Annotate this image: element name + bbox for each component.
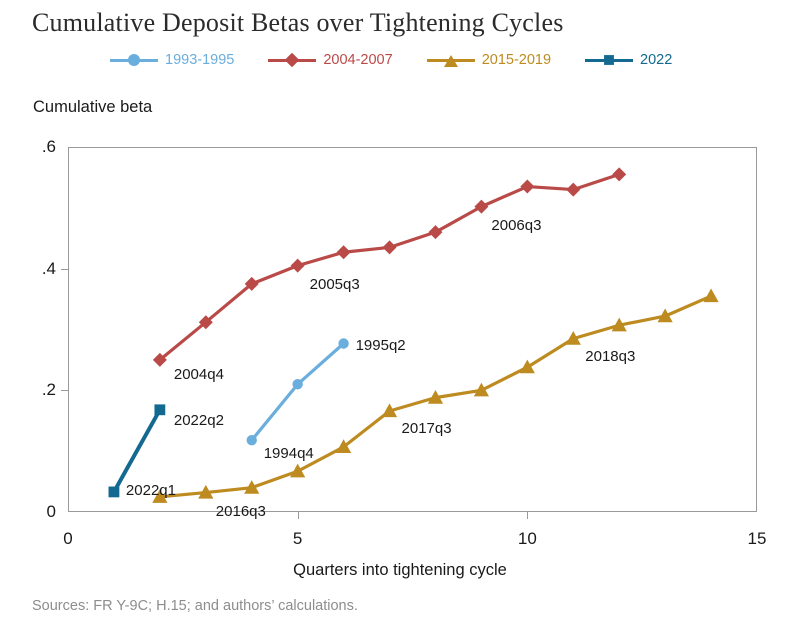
y-axis-label: Cumulative beta (33, 98, 153, 116)
legend-swatch-triangle-icon (426, 53, 475, 67)
legend-label: 1993-1995 (165, 52, 235, 68)
legend-item-2004-2007[interactable]: 2004-2007 (268, 52, 393, 68)
point-annotation: 1995q2 (355, 337, 406, 355)
point-annotation: 2004q4 (173, 365, 224, 383)
y-tick-mark (61, 268, 68, 270)
x-tick-mark (297, 512, 299, 519)
x-axis-label: Quarters into tightening cycle (293, 561, 507, 579)
point-annotation: 2006q3 (491, 216, 542, 234)
legend-swatch-diamond-icon (268, 52, 317, 68)
y-tick-label: .4 (41, 258, 56, 278)
chart-legend: 1993-1995 2004-2007 2015-2019 2022 (110, 52, 672, 68)
source-note: Sources: FR Y-9C; H.15; and authors’ cal… (32, 598, 358, 614)
x-tick-label: 0 (63, 529, 73, 548)
point-annotation: 2018q3 (585, 347, 636, 365)
point-annotation: 1994q4 (263, 445, 314, 463)
x-tick-mark (527, 512, 529, 519)
y-tick-label: .2 (41, 380, 56, 400)
x-tick-label: 15 (747, 529, 767, 548)
legend-label: 2015-2019 (481, 52, 552, 68)
point-annotation: 2016q3 (215, 502, 266, 520)
legend-swatch-circle-icon (110, 53, 158, 67)
y-tick-label: .6 (41, 137, 56, 156)
legend-swatch-square-icon (585, 53, 634, 67)
legend-label: 2022 (640, 52, 673, 68)
x-tick-label: 10 (517, 529, 537, 548)
legend-item-2022[interactable]: 2022 (585, 52, 672, 68)
point-annotation: 2017q3 (401, 420, 452, 438)
plot-area (68, 147, 757, 512)
legend-label: 2004-2007 (323, 52, 393, 68)
point-annotation: 2022q1 (125, 481, 176, 499)
x-tick-label: 5 (292, 529, 303, 548)
y-tick-label: 0 (46, 502, 56, 521)
point-annotation: 2005q3 (309, 275, 360, 293)
page-title: Cumulative Deposit Betas over Tightening… (32, 8, 564, 37)
legend-item-2015-2019[interactable]: 2015-2019 (426, 52, 552, 68)
y-tick-mark (61, 390, 68, 392)
point-annotation: 2022q2 (173, 411, 224, 429)
legend-item-1993-1995[interactable]: 1993-1995 (110, 52, 234, 68)
